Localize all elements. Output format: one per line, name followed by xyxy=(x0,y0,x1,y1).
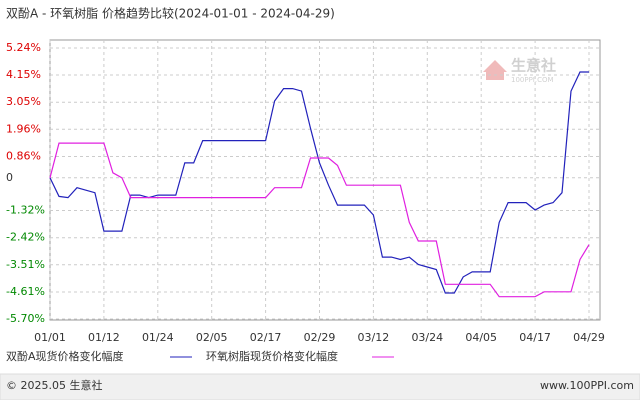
y-tick-label: -4.61% xyxy=(6,285,45,298)
watermark-site: 100PPI.COM xyxy=(511,76,554,84)
x-tick-label: 04/29 xyxy=(573,331,605,344)
chart-title: 双酚A - 环氧树脂 价格趋势比较(2024-01-01 - 2024-04-2… xyxy=(6,6,335,21)
x-tick-label: 01/24 xyxy=(142,331,174,344)
x-tick-label: 02/17 xyxy=(250,331,282,344)
x-tick-label: 02/05 xyxy=(196,331,228,344)
x-tick-label: 04/05 xyxy=(465,331,497,344)
y-tick-label: 0 xyxy=(6,171,13,184)
y-tick-label: 3.05% xyxy=(6,95,41,108)
y-tick-label: 5.24% xyxy=(6,41,41,54)
footer-left: © 2025.05 生意社 xyxy=(6,378,102,392)
x-tick-label: 03/12 xyxy=(358,331,390,344)
y-tick-label: 1.96% xyxy=(6,122,41,135)
y-tick-label: -5.70% xyxy=(6,312,45,325)
y-tick-label: -2.42% xyxy=(6,231,45,244)
y-tick-label: -1.32% xyxy=(6,204,45,217)
y-tick-label: 0.86% xyxy=(6,149,41,162)
y-tick-label: 4.15% xyxy=(6,68,41,81)
x-tick-label: 01/12 xyxy=(88,331,120,344)
x-tick-label: 03/24 xyxy=(411,331,443,344)
series-line xyxy=(49,71,589,294)
x-tick-label: 01/01 xyxy=(34,331,66,344)
legend-label: 环氧树脂现货价格变化幅度 xyxy=(206,349,338,363)
x-tick-label: 02/29 xyxy=(304,331,336,344)
y-tick-label: -3.51% xyxy=(6,258,45,271)
watermark-name: 生意社 xyxy=(511,57,556,75)
footer-right: www.100PPI.com xyxy=(540,379,634,392)
footer-bar xyxy=(0,373,640,400)
series-line xyxy=(49,142,590,298)
x-tick-label: 04/17 xyxy=(519,331,551,344)
legend-label: 双酚A现货价格变化幅度 xyxy=(6,349,124,363)
